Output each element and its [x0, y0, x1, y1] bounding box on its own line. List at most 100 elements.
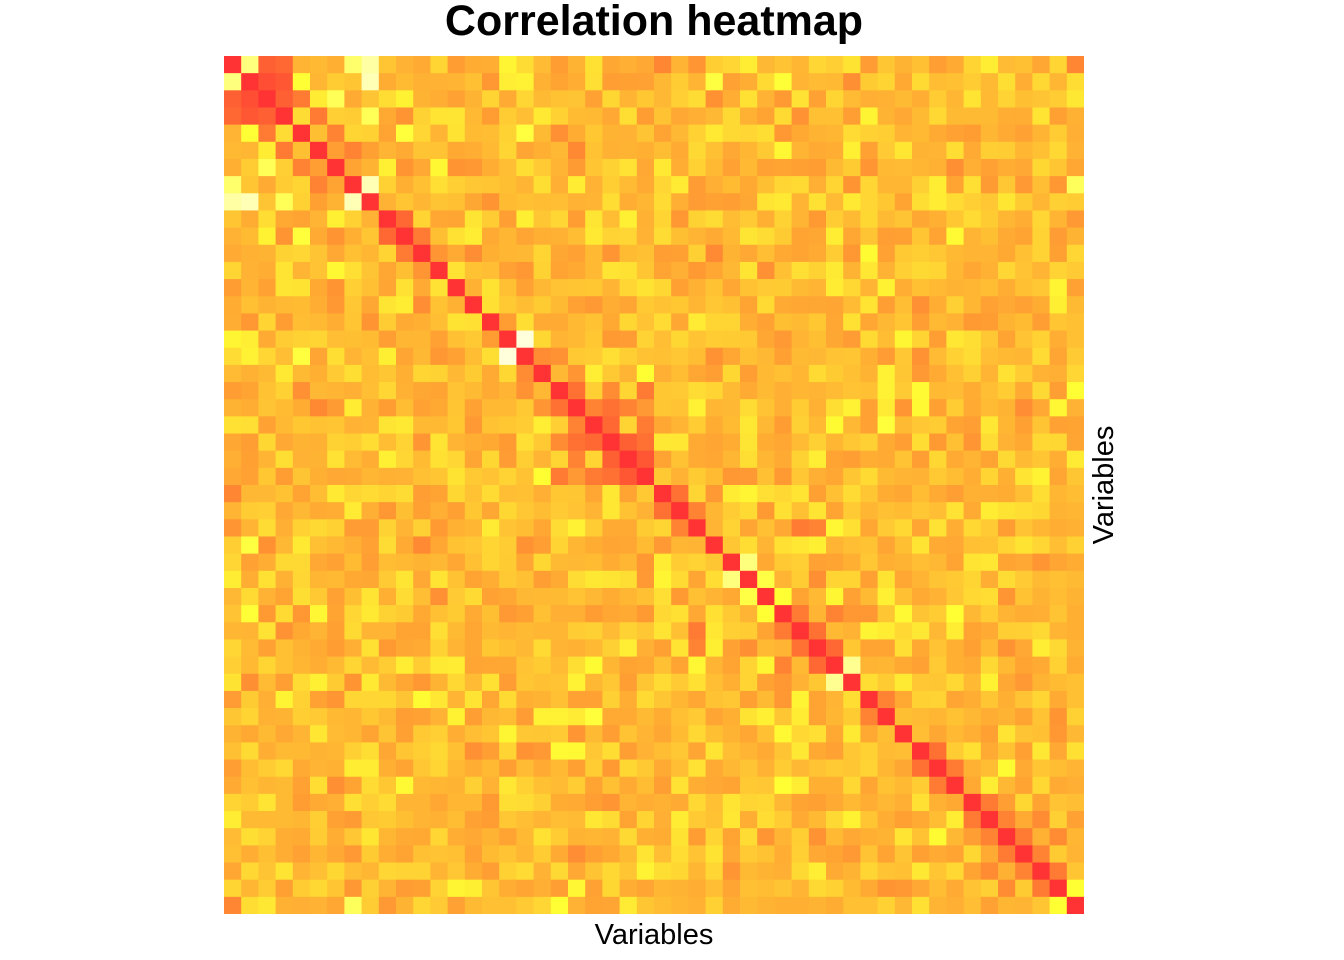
heatmap-cell: [516, 124, 535, 143]
heatmap-cell: [344, 656, 363, 675]
heatmap-cell: [929, 519, 947, 538]
heatmap-cell: [998, 759, 1016, 778]
heatmap-cell: [963, 416, 982, 435]
heatmap-cell: [774, 467, 793, 486]
heatmap-cell: [396, 296, 414, 314]
heatmap-cell: [671, 725, 689, 743]
heatmap-cell: [361, 90, 380, 109]
heatmap-cell: [585, 759, 603, 778]
heatmap-cell: [688, 725, 707, 743]
heatmap-cell: [774, 862, 793, 881]
heatmap-cell: [413, 587, 431, 606]
heatmap-cell: [516, 313, 535, 332]
heatmap-cell: [998, 56, 1016, 74]
heatmap-cell: [757, 382, 775, 400]
heatmap-cell: [447, 433, 466, 452]
heatmap-cell: [258, 811, 277, 829]
heatmap-cell: [550, 73, 569, 91]
heatmap-cell: [791, 725, 810, 743]
heatmap-cell: [550, 485, 569, 503]
heatmap-cell: [482, 622, 500, 641]
heatmap-cell: [705, 450, 724, 469]
heatmap-cell: [1066, 296, 1084, 314]
heatmap-cell: [619, 519, 638, 538]
heatmap-cell: [740, 296, 758, 314]
heatmap-cell: [740, 587, 758, 606]
heatmap-cell: [550, 244, 569, 263]
heatmap-cell: [464, 330, 483, 349]
heatmap-cell: [912, 90, 930, 109]
heatmap-cell: [602, 896, 621, 914]
heatmap-cell: [327, 107, 345, 126]
heatmap-cell: [241, 570, 259, 589]
heatmap-cell: [585, 467, 603, 486]
heatmap-cell: [499, 536, 517, 555]
heatmap-cell: [396, 124, 414, 143]
heatmap-cell: [980, 193, 999, 212]
heatmap-cell: [482, 673, 500, 692]
heatmap-cell: [1066, 313, 1084, 332]
heatmap-cell: [688, 279, 707, 297]
heatmap-cell: [499, 193, 517, 212]
heatmap-cell: [1032, 73, 1051, 91]
heatmap-cell: [413, 141, 431, 160]
heatmap-cell: [877, 811, 896, 829]
heatmap-cell: [808, 896, 827, 914]
heatmap-cell: [912, 811, 930, 829]
heatmap-cell: [516, 587, 535, 606]
heatmap-cell: [258, 673, 277, 692]
heatmap-cell: [963, 502, 982, 520]
heatmap-cell: [482, 450, 500, 469]
heatmap-cell: [550, 279, 569, 297]
heatmap-cell: [929, 553, 947, 572]
heatmap-cell: [602, 639, 621, 658]
heatmap-cell: [310, 828, 328, 846]
heatmap-cell: [980, 382, 999, 400]
heatmap-cell: [258, 90, 277, 109]
heatmap-cell: [413, 347, 431, 366]
heatmap-cell: [292, 382, 311, 400]
heatmap-cell: [241, 553, 259, 572]
heatmap-cell: [808, 656, 827, 675]
heatmap-cell: [275, 673, 294, 692]
heatmap-cell: [860, 828, 879, 846]
heatmap-cell: [1066, 845, 1084, 864]
heatmap-cell: [722, 811, 741, 829]
heatmap-cell: [310, 313, 328, 332]
heatmap-cell: [292, 519, 311, 538]
heatmap-cell: [361, 176, 380, 194]
heatmap-cell: [688, 433, 707, 452]
heatmap-cell: [826, 330, 844, 349]
heatmap-cell: [791, 587, 810, 606]
heatmap-cell: [482, 725, 500, 743]
heatmap-cell: [894, 90, 913, 109]
heatmap-cell: [757, 828, 775, 846]
heatmap-cell: [860, 605, 879, 623]
heatmap-cell: [327, 364, 345, 383]
heatmap-cell: [516, 502, 535, 520]
heatmap-cell: [1066, 347, 1084, 366]
heatmap-cell: [705, 485, 724, 503]
heatmap-cell: [275, 725, 294, 743]
heatmap-cell: [860, 261, 879, 280]
heatmap-cell: [791, 261, 810, 280]
heatmap-cell: [310, 141, 328, 160]
heatmap-cell: [912, 605, 930, 623]
heatmap-cell: [430, 416, 449, 435]
heatmap-cell: [241, 210, 259, 229]
heatmap-cell: [671, 776, 689, 795]
heatmap-cell: [963, 776, 982, 795]
heatmap-cell: [533, 364, 552, 383]
heatmap-cell: [275, 553, 294, 572]
heatmap-cell: [275, 90, 294, 109]
heatmap-cell: [464, 485, 483, 503]
heatmap-cell: [740, 382, 758, 400]
heatmap-cell: [1032, 485, 1051, 503]
heatmap-cell: [516, 73, 535, 91]
heatmap-cell: [774, 639, 793, 658]
heatmap-cell: [946, 107, 965, 126]
heatmap-cell: [843, 416, 861, 435]
heatmap-cell: [413, 828, 431, 846]
heatmap-cell: [929, 261, 947, 280]
heatmap-cell: [791, 622, 810, 641]
